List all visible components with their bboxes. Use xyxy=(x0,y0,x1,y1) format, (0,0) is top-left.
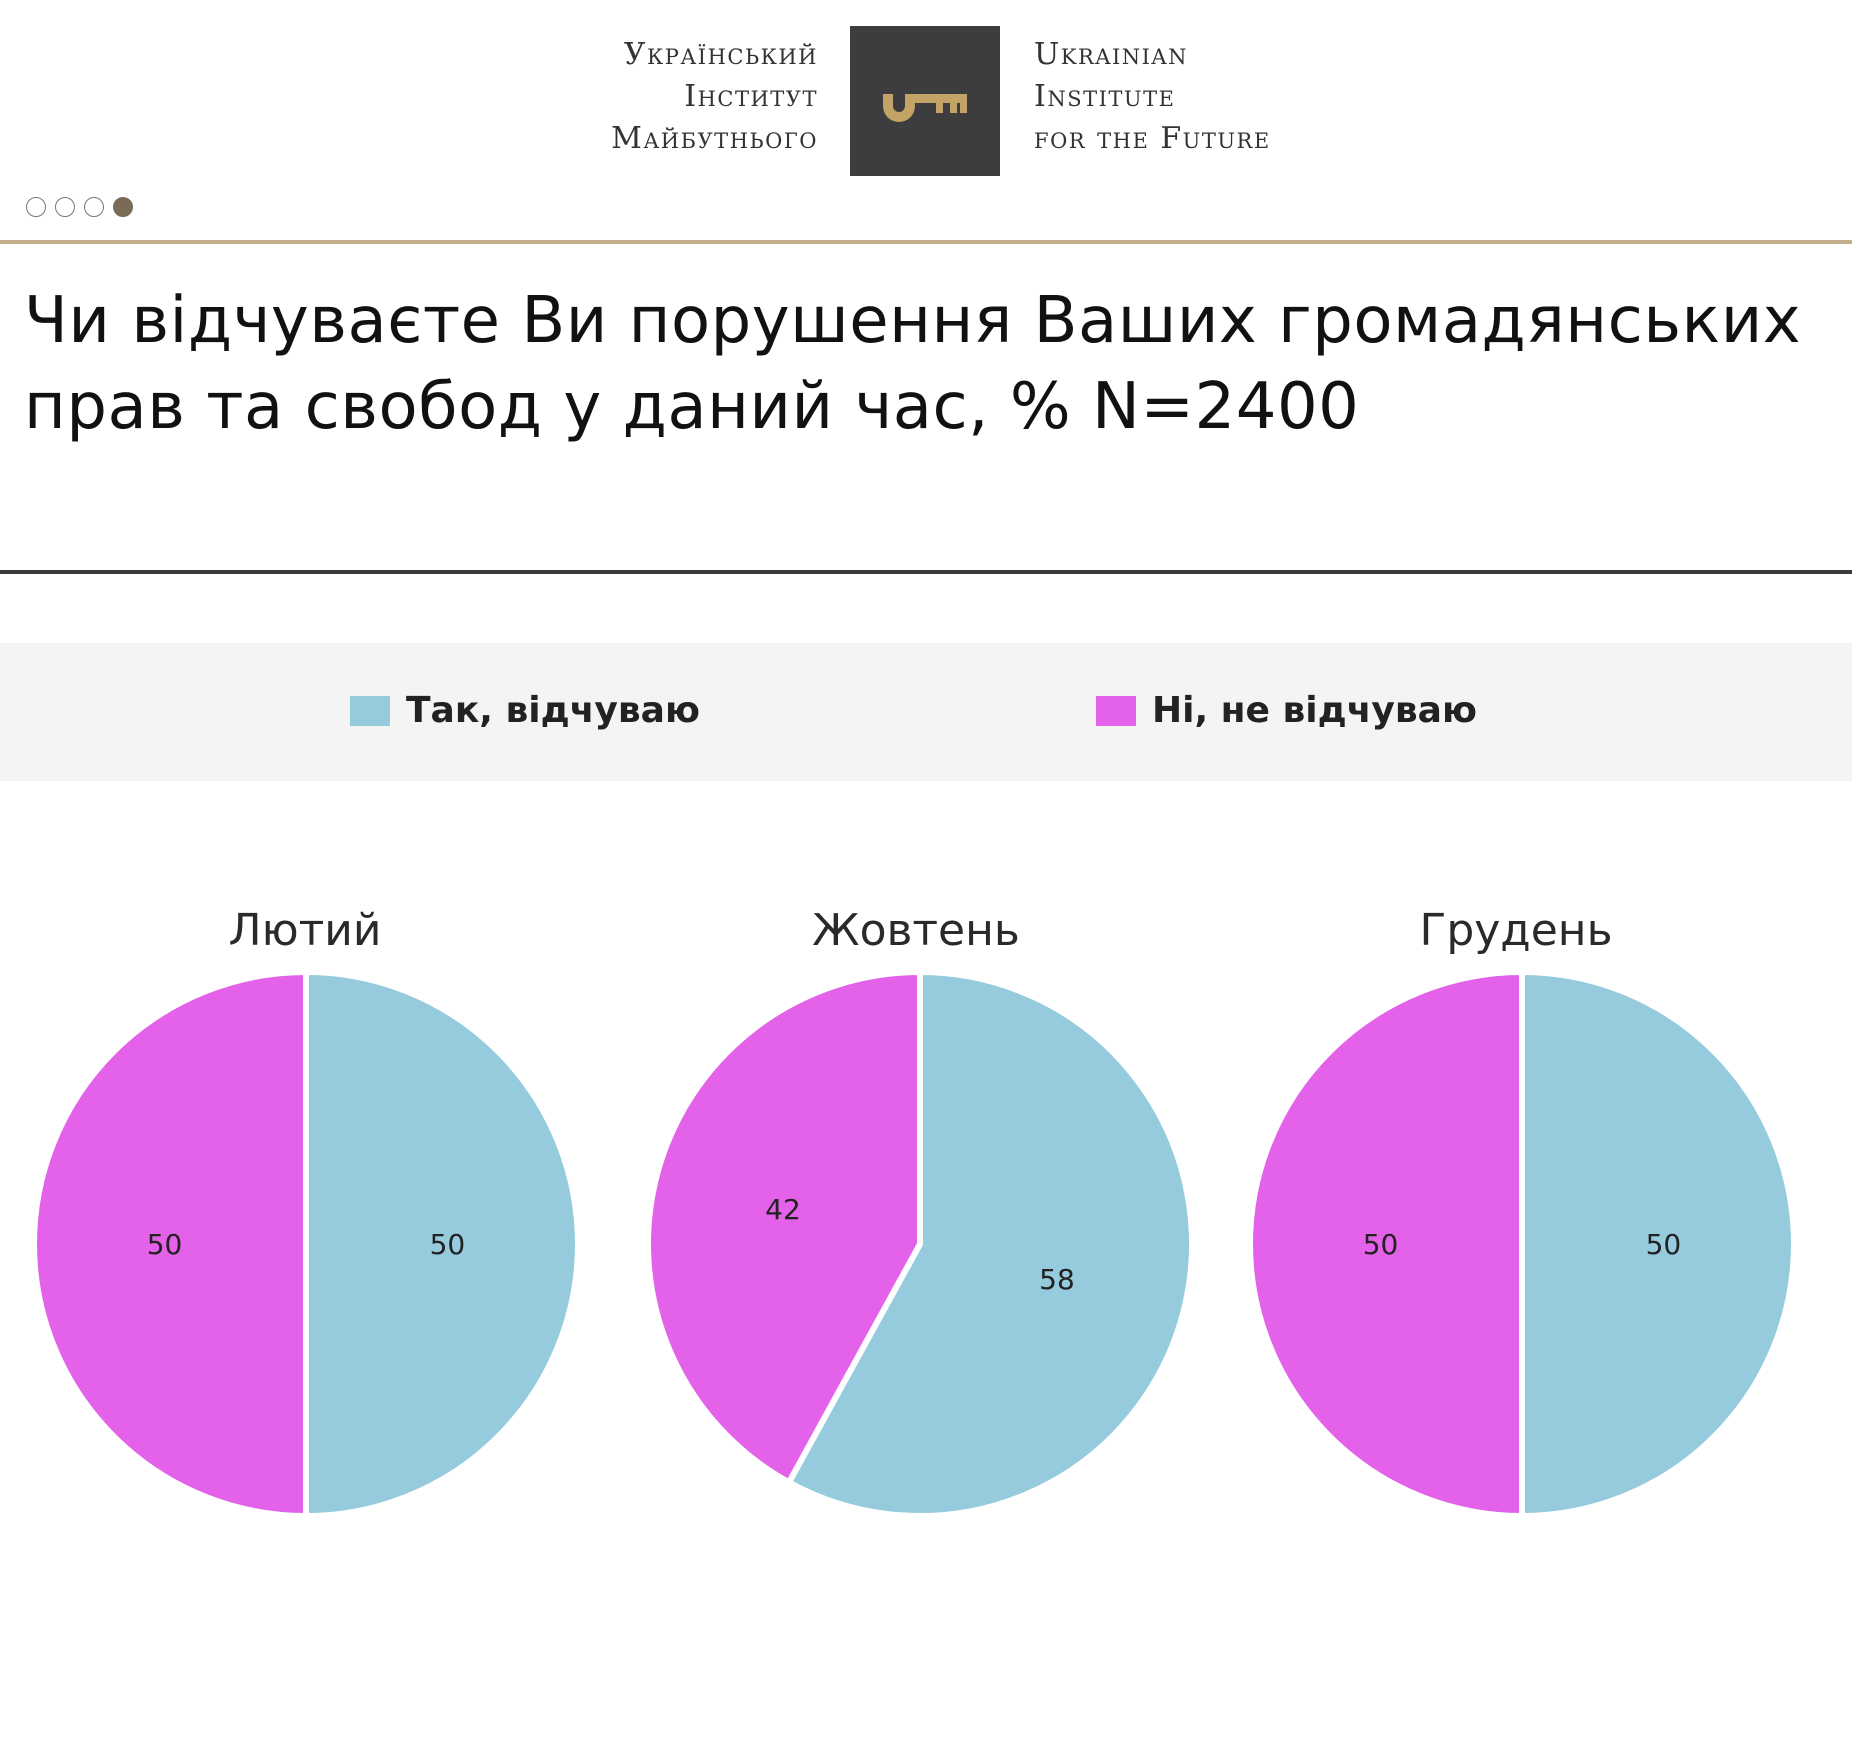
pie-label-feb-no: 50 xyxy=(147,1228,183,1261)
pager-dot xyxy=(113,197,133,217)
pies-svg: 50 50 58 42 50 50 xyxy=(31,969,1797,1519)
pie-label-feb-yes: 50 xyxy=(430,1228,466,1261)
page-header: Український Інститут Майбутнього Ukraini… xyxy=(0,0,1852,240)
pie-label-oct-yes: 58 xyxy=(1039,1263,1075,1296)
logo-ua-line-3: Майбутнього xyxy=(611,121,818,156)
logo-text-english: Ukrainian Institute for the Future xyxy=(1034,34,1271,160)
pie-charts-area: Лютий Жовтень Грудень 50 50 58 42 50 50 xyxy=(0,880,1852,1640)
chart-title: Чи відчуваєте Ви порушення Ваших громадя… xyxy=(24,284,1802,444)
logo-en-line-3: for the Future xyxy=(1034,121,1271,156)
pie-label-dec-no: 50 xyxy=(1363,1228,1399,1261)
legend: Так, відчуваю Ні, не відчуваю xyxy=(0,643,1852,781)
pie-title-oct: Жовтень xyxy=(812,905,1020,956)
logo-text-ukrainian: Український Інститут Майбутнього xyxy=(611,34,818,160)
pager-dot xyxy=(84,197,104,217)
legend-swatch-yes xyxy=(350,695,390,726)
title-divider xyxy=(0,570,1852,574)
legend-swatch-no xyxy=(1096,695,1136,726)
logo-ua-line-2: Інститут xyxy=(684,79,818,114)
legend-label-yes: Так, відчуваю xyxy=(406,690,700,731)
pie-label-dec-yes: 50 xyxy=(1646,1228,1682,1261)
pie-title-feb: Лютий xyxy=(228,905,382,956)
pager-dot xyxy=(55,197,75,217)
logo-mark xyxy=(850,26,1000,176)
logo-en-line-2: Institute xyxy=(1034,79,1176,114)
legend-label-no: Ні, не відчуваю xyxy=(1152,690,1477,731)
pie-slice-oct-yes xyxy=(785,969,1195,1519)
legend-item-no: Ні, не відчуваю xyxy=(1096,690,1477,731)
logo-ua-line-1: Український xyxy=(623,37,818,72)
logo-en-line-1: Ukrainian xyxy=(1034,37,1188,72)
pie-slice-feb-yes xyxy=(303,969,581,1519)
pie-slice-oct-no xyxy=(645,969,923,1486)
legend-item-yes: Так, відчуваю xyxy=(350,690,700,731)
pager-dot xyxy=(26,197,46,217)
pie-slice-feb-no xyxy=(31,969,309,1519)
header-divider xyxy=(0,240,1852,244)
pie-label-oct-no: 42 xyxy=(765,1193,801,1226)
key-icon xyxy=(883,94,967,122)
pie-title-dec: Грудень xyxy=(1419,905,1613,956)
pie-slice-dec-no xyxy=(1247,969,1525,1519)
pie-slice-dec-yes xyxy=(1519,969,1797,1519)
pager-dots xyxy=(26,197,133,217)
